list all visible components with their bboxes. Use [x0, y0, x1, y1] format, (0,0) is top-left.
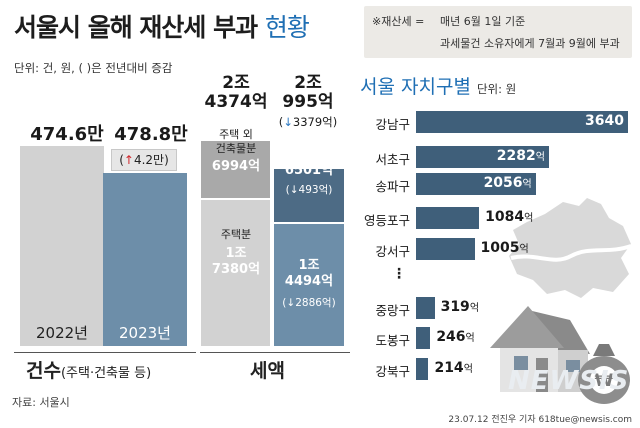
year-label-2023: 2023년 — [119, 324, 171, 342]
district-value-unit: 억 — [465, 333, 475, 344]
count-2022-value: 474.6만 — [30, 124, 104, 145]
house-change: (↓2886억) — [282, 297, 336, 309]
tax-axis-label: 세액 — [250, 360, 285, 382]
district-value: 1005억 — [480, 240, 529, 256]
district-value: 2282억 — [496, 148, 545, 164]
nonhouse-label: 주택 외 건축물분 — [201, 128, 271, 156]
counts-axis-line — [14, 352, 196, 353]
district-label: 강북구 — [375, 364, 410, 379]
house-2023-l1: 1조 — [298, 258, 320, 273]
counts-axis-label: 건수(주택·건축물 등) — [26, 356, 151, 383]
unit-note: 단위: 건, 원, ( )은 전년대비 증감 — [14, 61, 173, 75]
source-note: 자료: 서울시 — [12, 396, 70, 409]
district-bar — [416, 146, 549, 168]
house-2022-l2: 7380억 — [211, 262, 261, 277]
districts-unit: 단위: 원 — [476, 82, 517, 96]
house-change-value: 2886억 — [295, 297, 332, 309]
tax-total-2022-l2: 4374억 — [204, 92, 268, 112]
count-change-arrow: ↑ — [123, 153, 134, 167]
title-main: 서울시 올해 재산세 부과 — [14, 13, 258, 42]
district-value-unit: 억 — [524, 213, 534, 224]
count-bar-2022 — [20, 146, 104, 346]
district-label: 송파구 — [375, 179, 410, 194]
svg-text:₩: ₩ — [595, 371, 614, 391]
district-label: 서초구 — [375, 152, 410, 167]
district-value-unit: 억 — [463, 364, 473, 375]
house-label: 주택분 — [220, 228, 252, 241]
district-bar — [416, 207, 480, 229]
district-value: 319억 — [440, 299, 480, 315]
count-2023-value: 478.8만 — [114, 124, 188, 145]
district-value: 214억 — [434, 360, 473, 376]
house-2022-value: 1조 7380억 — [201, 246, 271, 278]
districts-title-text: 서울 자치구별 — [360, 76, 471, 98]
nonhouse-label-l1: 주택 외 — [219, 128, 253, 141]
district-label: 영등포구 — [363, 213, 410, 228]
nonhouse-change: (↓493억) — [285, 184, 333, 196]
district-bar — [416, 297, 435, 319]
district-value: 2056억 — [483, 175, 532, 191]
definition-label: ※재산세 = — [372, 15, 425, 28]
tax-2022-house-segment — [201, 199, 270, 346]
district-value-unit: 억 — [535, 152, 545, 163]
nonhouse-2022-value: 6994억 — [211, 159, 261, 174]
seoul-map-illustration — [509, 198, 632, 298]
house-2023-value: 1조 4494억 — [274, 258, 344, 290]
year-label-2022: 2022년 — [36, 324, 88, 342]
money-bag-icon: ₩ — [578, 344, 630, 404]
district-bar — [416, 327, 431, 349]
nonhouse-change-value: 493억 — [298, 184, 329, 196]
count-change-value: 4.2만 — [133, 153, 165, 167]
counts-axis-sub: (주택·건축물 등) — [60, 366, 152, 381]
house-2023-l2: 4494억 — [284, 274, 334, 289]
tax-2023-nonhouse-segment — [274, 169, 344, 223]
nonhouse-label-l2: 건축물분 — [215, 142, 257, 155]
tax-total-change-arrow: ↓ — [283, 115, 293, 129]
district-value-unit: 억 — [522, 179, 532, 190]
tax-2023-house-segment — [274, 224, 344, 346]
tax-total-2023-l2: 995억 — [282, 92, 334, 112]
tax-total-2023: 2조 995억 — [258, 74, 358, 112]
tax-total-change-value: 3379억 — [292, 115, 333, 129]
district-bar — [416, 238, 475, 260]
count-bar-2023 — [103, 173, 187, 346]
district-label: 강서구 — [375, 244, 410, 259]
tax-total-2022-l1: 2조 — [222, 73, 250, 93]
district-label: 강남구 — [375, 117, 410, 132]
district-bar — [416, 358, 429, 380]
page-title: 서울시 올해 재산세 부과 현황 — [14, 8, 310, 44]
tax-axis-line — [200, 352, 350, 353]
definition-line-1: 매년 6월 1일 기준 — [440, 15, 526, 28]
tax-total-2022: 2조 4374억 — [186, 74, 286, 112]
tax-total-2023-l1: 2조 — [294, 73, 322, 93]
nonhouse-2023-value: 6501억 — [284, 163, 334, 178]
credit-line: 23.07.12 전진우 기자 618tue@newsis.com — [448, 415, 632, 425]
tax-total-change: (↓3379억) — [278, 115, 338, 129]
newsis-watermark: NEWSIS — [508, 366, 630, 396]
districts-ellipsis: ⋮ — [392, 266, 406, 282]
house-2022-l1: 1조 — [225, 246, 247, 261]
count-change-badge: (↑4.2만) — [111, 149, 177, 171]
district-label: 도봉구 — [375, 333, 410, 348]
district-value: 1084억 — [485, 209, 534, 225]
definition-box — [364, 6, 632, 58]
district-value: 3640 — [585, 113, 624, 129]
house-change-arrow: ↓ — [286, 297, 296, 309]
district-bar — [416, 111, 628, 133]
district-value-unit: 억 — [519, 244, 529, 255]
counts-axis-title: 건수 — [26, 360, 61, 382]
title-suffix: 현황 — [264, 13, 310, 42]
nonhouse-change-arrow: ↓ — [289, 184, 299, 196]
districts-title: 서울 자치구별 단위: 원 — [360, 72, 516, 99]
district-value: 246억 — [436, 329, 475, 345]
tax-2022-nonhouse-segment — [201, 141, 270, 198]
house-illustration — [490, 306, 590, 392]
district-label: 중랑구 — [375, 303, 410, 318]
definition-line-2: 과세물건 소유자에게 7월과 9월에 부과 — [440, 37, 620, 50]
district-value-unit: 억 — [469, 303, 480, 314]
district-bar — [416, 173, 536, 195]
